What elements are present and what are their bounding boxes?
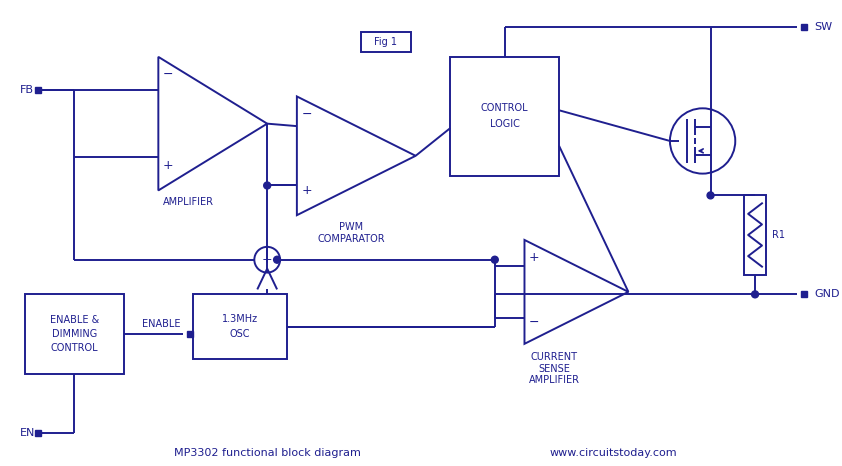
Text: CONTROL: CONTROL <box>481 103 529 113</box>
Text: www.circuitstoday.com: www.circuitstoday.com <box>550 448 677 458</box>
Text: COMPARATOR: COMPARATOR <box>317 234 385 244</box>
Text: Fig 1: Fig 1 <box>375 37 397 47</box>
Text: SENSE: SENSE <box>538 363 570 374</box>
Bar <box>24 295 124 374</box>
Bar <box>801 291 807 297</box>
Text: −: − <box>163 68 173 81</box>
Text: CURRENT: CURRENT <box>530 352 578 362</box>
Text: −: − <box>529 315 540 329</box>
Text: MP3302 functional block diagram: MP3302 functional block diagram <box>173 448 360 458</box>
Text: EN: EN <box>20 428 35 438</box>
Circle shape <box>752 291 759 298</box>
Circle shape <box>492 256 498 263</box>
Bar <box>801 24 807 30</box>
Text: AMPLIFIER: AMPLIFIER <box>529 376 579 385</box>
Text: OSC: OSC <box>230 329 250 339</box>
Bar <box>187 331 193 337</box>
Text: +: + <box>301 184 312 197</box>
Text: +: + <box>163 159 173 172</box>
Text: PWM: PWM <box>339 222 364 232</box>
Text: 1.3MHz: 1.3MHz <box>222 314 258 323</box>
Bar <box>35 87 40 93</box>
Text: LOGIC: LOGIC <box>490 119 520 129</box>
Text: R1: R1 <box>772 230 786 240</box>
Text: +: + <box>262 253 273 266</box>
Text: −: − <box>301 108 312 121</box>
Bar <box>35 430 40 436</box>
Bar <box>361 32 411 52</box>
Bar <box>193 295 287 359</box>
Text: +: + <box>529 251 540 264</box>
Text: FB: FB <box>20 85 34 95</box>
Circle shape <box>264 182 270 189</box>
Circle shape <box>274 256 280 263</box>
Text: GND: GND <box>814 289 840 299</box>
Text: ENABLE: ENABLE <box>142 319 180 329</box>
Text: CONTROL: CONTROL <box>51 343 98 353</box>
Text: AMPLIFIER: AMPLIFIER <box>163 197 214 207</box>
Text: DIMMING: DIMMING <box>51 329 97 339</box>
Circle shape <box>707 192 714 199</box>
Bar <box>744 195 766 274</box>
Bar <box>450 57 559 176</box>
Text: SW: SW <box>814 22 833 32</box>
Text: ENABLE &: ENABLE & <box>50 315 99 325</box>
